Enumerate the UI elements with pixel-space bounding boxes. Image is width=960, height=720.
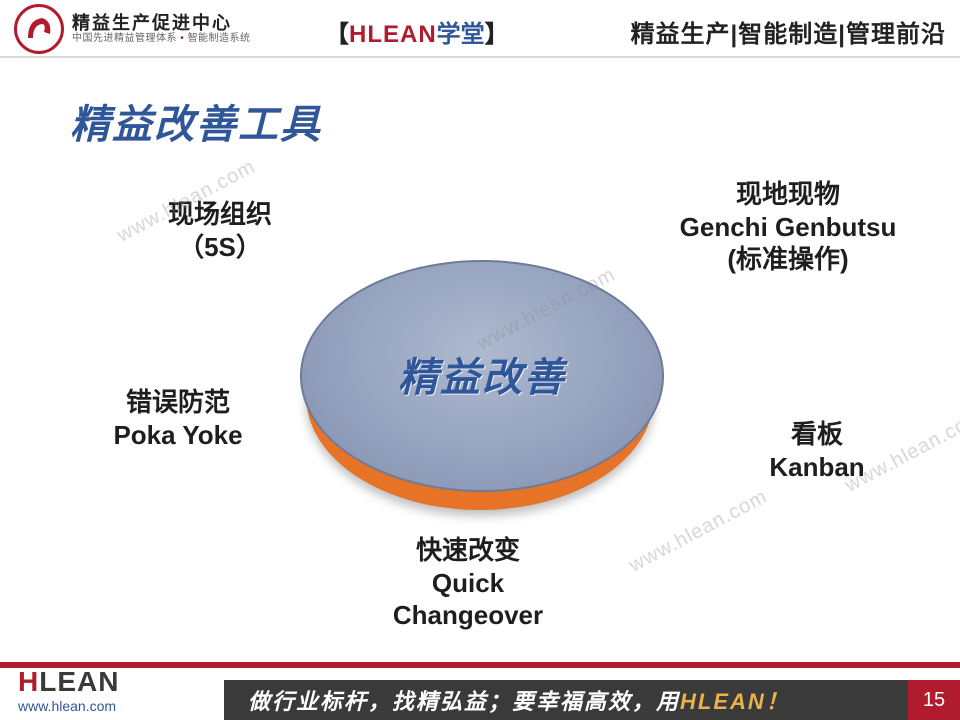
header-divider xyxy=(0,56,960,58)
footer-slogan: 做行业标杆，找精弘益；要幸福高效，用HLEAN！ xyxy=(224,680,908,720)
footer-logo: HLEAN xyxy=(18,666,119,698)
footer-logo-block: HLEAN www.hlean.com xyxy=(18,666,119,714)
logo-icon xyxy=(14,4,64,54)
ellipse-top: 精益改善 xyxy=(300,260,664,492)
node-genchi: 现地现物 Genchi Genbutsu (标准操作) xyxy=(648,178,928,276)
org-title: 精益生产促进中心 xyxy=(72,14,251,34)
header-right-text: 精益生产|智能制造|管理前沿 xyxy=(631,14,946,49)
logo-block: 精益生产促进中心 中国先进精益管理体系 • 智能制造系统 xyxy=(0,4,251,54)
node-smed: 快速改变 Quick Changeover xyxy=(338,534,598,632)
node-kanban: 看板 Kanban xyxy=(732,418,902,483)
header-bar: 精益生产促进中心 中国先进精益管理体系 • 智能制造系统 【HLEAN学堂】 精… xyxy=(0,0,960,58)
slide-title: 精益改善工具 xyxy=(70,92,322,150)
footer: HLEAN www.hlean.com 做行业标杆，找精弘益；要幸福高效，用HL… xyxy=(0,668,960,720)
ellipse-label: 精益改善 xyxy=(398,345,566,403)
center-ellipse: 精益改善 xyxy=(300,260,660,510)
header-center-tag: 【HLEAN学堂】 xyxy=(325,14,509,49)
node-5s: 现场组织 （5S） xyxy=(130,198,310,263)
org-subtitle: 中国先进精益管理体系 • 智能制造系统 xyxy=(72,33,251,44)
page-number: 15 xyxy=(908,680,960,720)
node-poka: 错误防范 Poka Yoke xyxy=(78,386,278,451)
footer-url: www.hlean.com xyxy=(18,698,119,714)
